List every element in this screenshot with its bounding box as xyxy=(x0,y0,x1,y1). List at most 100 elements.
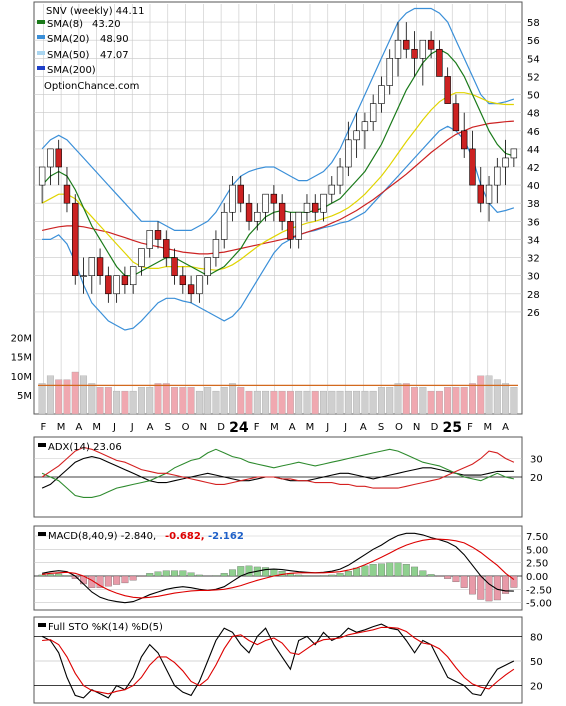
x-axis-label: 24 xyxy=(229,420,249,436)
volume-bar xyxy=(104,387,112,415)
macd-histogram-bar xyxy=(460,575,468,588)
volume-bar xyxy=(493,379,501,415)
candle-body xyxy=(303,202,311,213)
candle-body xyxy=(229,184,236,213)
candle-body xyxy=(287,221,294,240)
macd-histogram-bar xyxy=(419,570,427,577)
macd-histogram-bar xyxy=(502,575,510,594)
volume-bar xyxy=(303,390,311,415)
price-tick-label: 46 xyxy=(527,127,540,138)
macd-histogram-bar xyxy=(452,575,460,583)
candle-body xyxy=(320,193,327,213)
candle-body xyxy=(88,257,95,276)
volume-bar xyxy=(162,383,170,415)
macd-histogram-bar xyxy=(336,573,344,577)
sto-panel: 20 50 80 Full STO %K(14) %D(5) xyxy=(33,616,543,704)
volume-bar xyxy=(229,383,236,415)
candle-body xyxy=(121,275,129,286)
chart-title: SNV (weekly) 44.11 xyxy=(46,6,144,17)
volume-bars xyxy=(38,371,518,415)
candle-body xyxy=(403,39,410,50)
candle-body xyxy=(452,103,460,132)
price-tick-label: 50 xyxy=(527,91,540,102)
candle-body xyxy=(411,48,418,59)
sma20-legend-label: SMA(20) xyxy=(47,34,89,45)
volume-bar xyxy=(444,387,452,415)
macd-histogram-bar xyxy=(427,574,435,577)
candle-body xyxy=(262,193,269,213)
sma20-line xyxy=(41,92,514,271)
volume-bar xyxy=(286,390,294,415)
x-axis-label: M xyxy=(306,422,315,433)
macd-histogram-bar xyxy=(394,562,402,577)
candle-body xyxy=(461,130,468,150)
volume-bar xyxy=(278,390,286,415)
candles xyxy=(38,22,518,303)
candle-body xyxy=(163,239,170,258)
macd-value-label: -0.682, xyxy=(165,531,205,542)
sma50-legend-label: SMA(50) xyxy=(47,50,89,61)
volume-bar xyxy=(262,390,270,415)
macd-histogram-bar xyxy=(320,575,327,577)
sma20-legend-swatch xyxy=(37,35,45,39)
candle-body xyxy=(63,184,71,204)
volume-bar xyxy=(377,387,385,415)
volume-bar xyxy=(295,390,303,415)
volume-bar xyxy=(121,390,129,415)
price-tick-label: 34 xyxy=(527,235,540,246)
x-axis-label: N xyxy=(413,422,420,433)
x-axis-label: A xyxy=(147,422,154,433)
candle-body xyxy=(378,85,385,104)
sma50-legend-value: 47.07 xyxy=(100,50,129,61)
sto-tick-label: 20 xyxy=(530,682,543,693)
candle-body xyxy=(146,230,153,249)
macd-tick-label: 5.00 xyxy=(526,545,548,556)
volume-bar xyxy=(386,387,394,415)
x-axis-label: S xyxy=(165,422,171,433)
macd-histogram-bar xyxy=(55,573,63,577)
candle-body xyxy=(485,184,493,204)
sto-legend-swatch xyxy=(38,623,46,627)
volume-bar xyxy=(419,387,427,415)
plus-di-line xyxy=(41,448,515,498)
macd-signal-label: -2.162 xyxy=(208,531,244,542)
candle-body xyxy=(510,148,518,159)
watermark: OptionChance.com xyxy=(44,81,139,92)
macd-axis-ticks: -5.00 -2.50 0.00 2.50 5.00 7.50 xyxy=(526,532,552,610)
macd-panel: -5.00 -2.50 0.00 2.50 5.00 7.50 MACD(8,40,9) … xyxy=(33,525,552,611)
adx-tick-label: 20 xyxy=(530,473,543,484)
candle-body xyxy=(221,211,228,240)
price-tick-label: 32 xyxy=(527,254,540,265)
volume-bar xyxy=(469,383,476,415)
volume-bar xyxy=(411,387,419,415)
x-axis-label: M xyxy=(57,422,66,433)
candle-body xyxy=(295,211,302,240)
volume-bar xyxy=(146,387,154,415)
macd-histogram-bar xyxy=(435,575,443,577)
volume-bar xyxy=(187,387,195,415)
candle-body xyxy=(394,39,402,59)
x-axis-label: F xyxy=(467,422,473,433)
candle-body xyxy=(494,166,501,186)
volume-bar xyxy=(46,375,54,415)
price-tick-label: 44 xyxy=(527,145,540,156)
candle-body xyxy=(312,202,319,213)
x-axis-label: J xyxy=(112,422,116,433)
macd-histogram-bar xyxy=(303,575,311,577)
adx-label: ADX(14) 23.06 xyxy=(48,442,122,453)
macd-histogram-bar xyxy=(477,575,485,600)
macd-histogram-bar xyxy=(187,572,195,577)
sto-tick-label: 80 xyxy=(530,632,543,643)
candle-body xyxy=(96,257,104,276)
bollinger-upper-line xyxy=(41,7,515,231)
adx-legend-swatch xyxy=(38,443,46,447)
macd-tick-label: 0.00 xyxy=(526,572,548,583)
volume-tick-label: 5M xyxy=(17,391,32,402)
macd-histogram-bar xyxy=(402,564,410,577)
price-panel: 26 28 30 32 34 36 38 40 42 44 46 48 50 52 54 56 58 5M 10M… xyxy=(11,1,540,415)
x-axis-label: F xyxy=(40,422,46,433)
x-axis-label: D xyxy=(431,422,439,433)
x-axis-label: J xyxy=(325,422,329,433)
candle-body xyxy=(72,202,79,276)
